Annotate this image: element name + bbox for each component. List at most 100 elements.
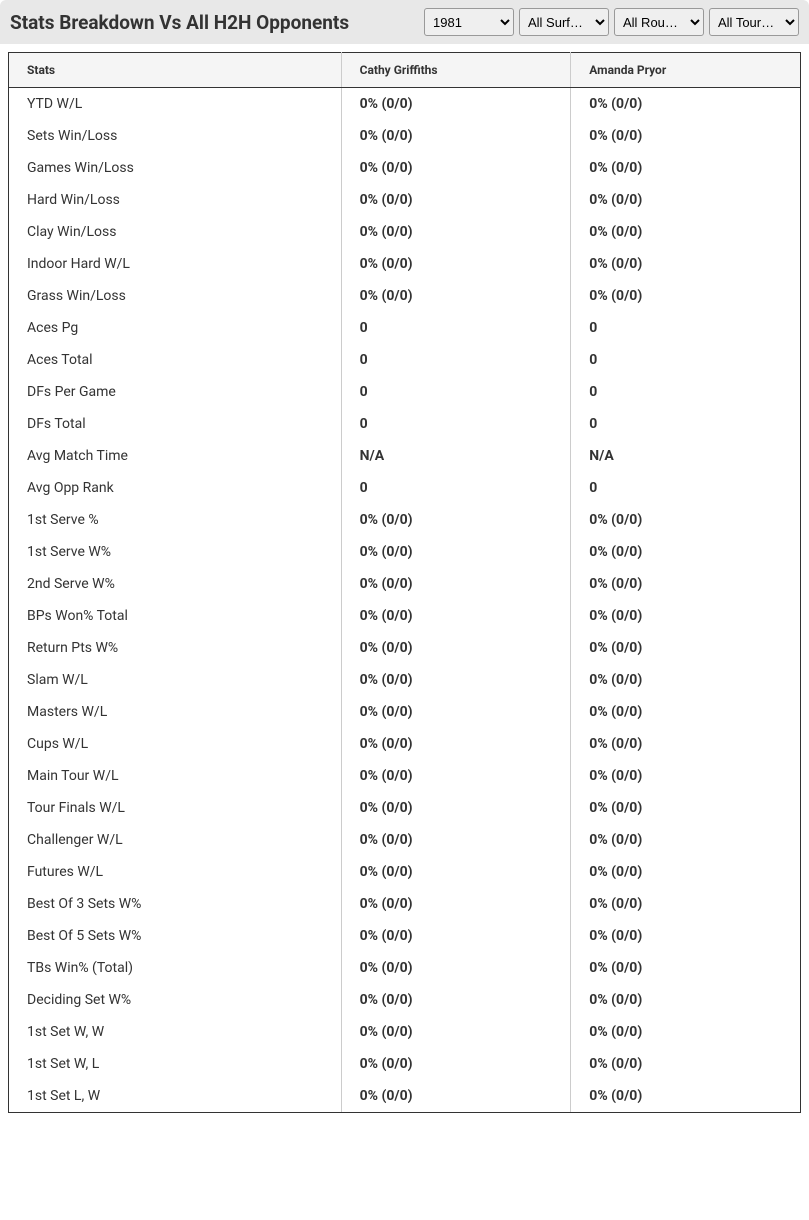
stat-value: 0% (0/0): [341, 568, 571, 600]
stat-value: 0% (0/0): [341, 88, 571, 121]
stat-label: Tour Finals W/L: [9, 792, 342, 824]
stat-label: 1st Set W, W: [9, 1016, 342, 1048]
stat-value: 0% (0/0): [571, 728, 801, 760]
stat-value: 0% (0/0): [571, 600, 801, 632]
stat-value: 0% (0/0): [341, 760, 571, 792]
stat-value: 0: [341, 408, 571, 440]
table-header-row: Stats Cathy Griffiths Amanda Pryor: [9, 53, 801, 88]
stat-label: Main Tour W/L: [9, 760, 342, 792]
table-row: Aces Pg00: [9, 312, 801, 344]
stat-value: 0% (0/0): [571, 504, 801, 536]
stat-label: Hard Win/Loss: [9, 184, 342, 216]
stat-value: 0% (0/0): [341, 1080, 571, 1113]
stat-value: 0% (0/0): [571, 120, 801, 152]
stat-value: 0% (0/0): [571, 664, 801, 696]
table-row: 1st Serve %0% (0/0)0% (0/0): [9, 504, 801, 536]
stat-value: 0% (0/0): [571, 920, 801, 952]
stat-label: Deciding Set W%: [9, 984, 342, 1016]
stat-value: 0% (0/0): [571, 632, 801, 664]
stat-label: Indoor Hard W/L: [9, 248, 342, 280]
round-select[interactable]: All Rou…: [614, 8, 704, 36]
table-body: YTD W/L0% (0/0)0% (0/0)Sets Win/Loss0% (…: [9, 88, 801, 1113]
stat-value: 0% (0/0): [571, 984, 801, 1016]
stat-value: 0% (0/0): [341, 536, 571, 568]
stat-value: 0% (0/0): [341, 184, 571, 216]
stat-label: Clay Win/Loss: [9, 216, 342, 248]
stat-value: 0% (0/0): [341, 952, 571, 984]
stat-value: 0% (0/0): [571, 248, 801, 280]
stats-table: Stats Cathy Griffiths Amanda Pryor YTD W…: [8, 52, 801, 1113]
stat-label: TBs Win% (Total): [9, 952, 342, 984]
stat-value: 0% (0/0): [571, 856, 801, 888]
filter-group: 1981 All Surf… All Rou… All Tour…: [424, 8, 799, 36]
table-row: YTD W/L0% (0/0)0% (0/0): [9, 88, 801, 121]
table-row: 1st Serve W%0% (0/0)0% (0/0): [9, 536, 801, 568]
stat-label: BPs Won% Total: [9, 600, 342, 632]
stat-value: 0% (0/0): [571, 184, 801, 216]
stat-label: Best Of 3 Sets W%: [9, 888, 342, 920]
stat-label: Sets Win/Loss: [9, 120, 342, 152]
stat-value: 0% (0/0): [341, 984, 571, 1016]
stat-value: 0% (0/0): [341, 1016, 571, 1048]
stat-label: Return Pts W%: [9, 632, 342, 664]
stat-value: 0% (0/0): [571, 88, 801, 121]
stat-value: 0% (0/0): [341, 792, 571, 824]
stat-value: 0% (0/0): [341, 504, 571, 536]
col-header-player2: Amanda Pryor: [571, 53, 801, 88]
stat-value: 0% (0/0): [571, 1080, 801, 1113]
stat-value: 0% (0/0): [571, 888, 801, 920]
stat-label: Futures W/L: [9, 856, 342, 888]
stat-value: 0% (0/0): [571, 280, 801, 312]
table-row: DFs Per Game00: [9, 376, 801, 408]
stat-label: 2nd Serve W%: [9, 568, 342, 600]
stat-label: Avg Match Time: [9, 440, 342, 472]
stat-value: 0: [571, 408, 801, 440]
stat-label: 1st Set L, W: [9, 1080, 342, 1113]
table-row: Aces Total00: [9, 344, 801, 376]
table-row: Deciding Set W%0% (0/0)0% (0/0): [9, 984, 801, 1016]
stat-value: 0% (0/0): [571, 696, 801, 728]
stat-value: N/A: [341, 440, 571, 472]
table-row: BPs Won% Total0% (0/0)0% (0/0): [9, 600, 801, 632]
stat-label: 1st Serve %: [9, 504, 342, 536]
stat-value: 0% (0/0): [341, 728, 571, 760]
table-row: DFs Total00: [9, 408, 801, 440]
tour-select[interactable]: All Tour…: [709, 8, 799, 36]
stat-label: Masters W/L: [9, 696, 342, 728]
year-select[interactable]: 1981: [424, 8, 514, 36]
stat-label: Challenger W/L: [9, 824, 342, 856]
table-row: Avg Opp Rank00: [9, 472, 801, 504]
stat-value: 0: [341, 376, 571, 408]
stat-value: 0: [571, 376, 801, 408]
stat-value: 0% (0/0): [571, 216, 801, 248]
table-row: Grass Win/Loss0% (0/0)0% (0/0): [9, 280, 801, 312]
stat-value: 0% (0/0): [571, 824, 801, 856]
stat-value: 0% (0/0): [571, 568, 801, 600]
stat-value: 0% (0/0): [341, 120, 571, 152]
table-row: Tour Finals W/L0% (0/0)0% (0/0): [9, 792, 801, 824]
table-row: Cups W/L0% (0/0)0% (0/0): [9, 728, 801, 760]
table-row: Masters W/L0% (0/0)0% (0/0): [9, 696, 801, 728]
table-row: Indoor Hard W/L0% (0/0)0% (0/0): [9, 248, 801, 280]
stat-value: 0% (0/0): [571, 792, 801, 824]
table-row: Main Tour W/L0% (0/0)0% (0/0): [9, 760, 801, 792]
stat-value: 0% (0/0): [341, 600, 571, 632]
stat-value: 0% (0/0): [571, 1048, 801, 1080]
stat-value: 0% (0/0): [571, 152, 801, 184]
table-row: 1st Set W, L0% (0/0)0% (0/0): [9, 1048, 801, 1080]
stat-value: 0% (0/0): [341, 152, 571, 184]
stat-value: N/A: [571, 440, 801, 472]
stat-label: Best Of 5 Sets W%: [9, 920, 342, 952]
stat-value: 0% (0/0): [341, 280, 571, 312]
stat-value: 0% (0/0): [341, 696, 571, 728]
header-bar: Stats Breakdown Vs All H2H Opponents 198…: [0, 0, 809, 44]
stat-value: 0: [341, 344, 571, 376]
stat-value: 0% (0/0): [571, 1016, 801, 1048]
table-row: Avg Match TimeN/AN/A: [9, 440, 801, 472]
stat-label: 1st Set W, L: [9, 1048, 342, 1080]
table-row: Sets Win/Loss0% (0/0)0% (0/0): [9, 120, 801, 152]
stat-value: 0: [341, 312, 571, 344]
surface-select[interactable]: All Surf…: [519, 8, 609, 36]
table-row: Futures W/L0% (0/0)0% (0/0): [9, 856, 801, 888]
stat-label: DFs Total: [9, 408, 342, 440]
